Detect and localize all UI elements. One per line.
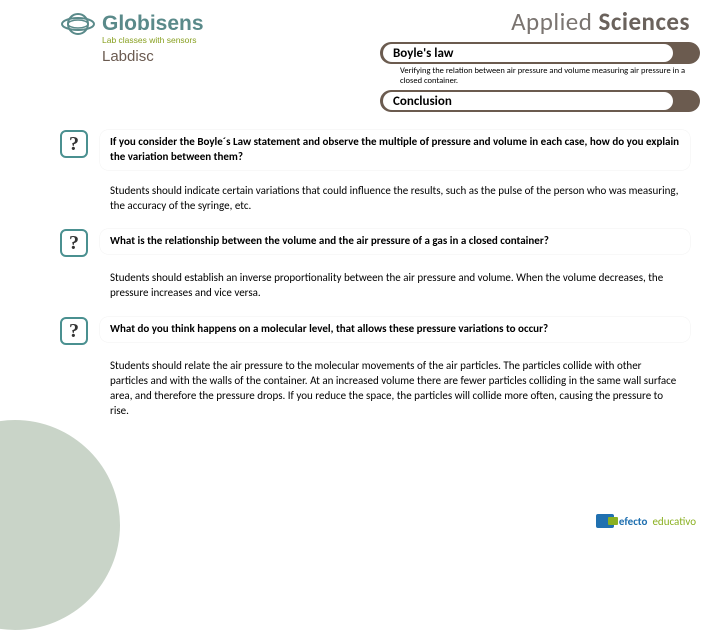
efecto-icon <box>596 514 614 528</box>
footer-logo: efecto educativo <box>596 514 696 528</box>
qa-block: ? What is the relationship between the v… <box>60 229 690 308</box>
title-bar: Boyle's law <box>380 42 700 64</box>
answer-text: Students should indicate certain variati… <box>100 177 690 221</box>
header: Globisens Lab classes with sensors Labdi… <box>0 0 720 100</box>
category-prefix: Applied <box>511 6 592 37</box>
page-title: Boyle's law <box>383 44 673 62</box>
question-icon: ? <box>60 229 88 257</box>
globe-icon <box>60 10 96 38</box>
brand-name: Globisens <box>102 12 204 36</box>
category-title: Applied Sciences <box>511 6 690 37</box>
footer-text-1: efecto <box>619 515 648 528</box>
question-text: If you consider the Boyle´s Law statemen… <box>100 130 690 170</box>
subbrand: Labdisc <box>102 48 204 65</box>
answer-text: Students should establish an inverse pro… <box>100 264 690 308</box>
background-circle <box>0 420 120 630</box>
footer-text-2: educativo <box>652 515 696 528</box>
question-text: What is the relationship between the vol… <box>100 229 690 254</box>
category-suffix: Sciences <box>599 6 690 37</box>
question-icon: ? <box>60 130 88 158</box>
answer-text: Students should relate the air pressure … <box>100 352 690 425</box>
qa-block: ? What do you think happens on a molecul… <box>60 317 690 425</box>
page-subtitle: Verifying the relation between air press… <box>400 66 690 86</box>
brand-tagline: Lab classes with sensors <box>102 35 204 45</box>
content-area: ? If you consider the Boyle´s Law statem… <box>0 100 720 425</box>
question-text: What do you think happens on a molecular… <box>100 317 690 342</box>
qa-block: ? If you consider the Boyle´s Law statem… <box>60 130 690 220</box>
brand-logo: Globisens Lab classes with sensors Labdi… <box>60 10 204 65</box>
question-icon: ? <box>60 317 88 345</box>
